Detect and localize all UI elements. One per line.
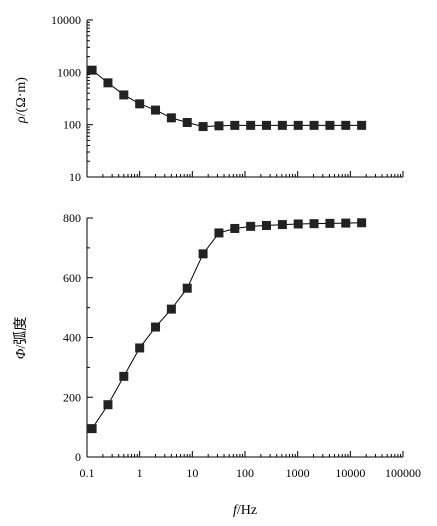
bottom-data-point bbox=[341, 218, 351, 228]
bottom-data-point bbox=[87, 424, 97, 434]
top-data-point bbox=[135, 99, 145, 109]
bottom-data-point bbox=[103, 400, 113, 410]
top-data-point bbox=[246, 120, 256, 130]
top-ylabel: ρ/(Ω·m) bbox=[14, 77, 29, 124]
top-y-tick-label: 10 bbox=[69, 170, 81, 184]
top-data-point bbox=[262, 120, 272, 130]
bottom-xlabel: f/Hz bbox=[233, 503, 257, 518]
bottom-x-tick-label: 10000 bbox=[335, 466, 365, 480]
top-data-point bbox=[357, 120, 367, 130]
bottom-data-point bbox=[325, 218, 335, 228]
top-data-point bbox=[151, 105, 161, 115]
bottom-y-tick-label: 600 bbox=[63, 271, 81, 285]
top-data-point bbox=[214, 121, 224, 131]
top-data-point bbox=[119, 90, 129, 100]
bottom-y-tick-label: 400 bbox=[63, 331, 81, 345]
bottom-data-point bbox=[309, 219, 319, 229]
bottom-data-point bbox=[293, 219, 303, 229]
bottom-y-tick-label: 200 bbox=[63, 390, 81, 404]
bottom-x-tick-label: 100 bbox=[236, 466, 254, 480]
bottom-x-tick-label: 10 bbox=[186, 466, 198, 480]
top-data-point bbox=[325, 120, 335, 130]
bottom-data-point bbox=[119, 371, 129, 381]
top-data-point bbox=[277, 120, 287, 130]
top-series-line bbox=[91, 69, 362, 128]
bottom-data-point bbox=[198, 249, 208, 259]
bottom-data-point bbox=[182, 283, 192, 293]
top-data-point bbox=[341, 120, 351, 130]
top-data-point bbox=[198, 122, 208, 132]
top-y-tick-label: 1000 bbox=[57, 65, 81, 79]
bottom-x-tick-label: 100000 bbox=[385, 466, 421, 480]
bottom-x-tick-label: 0.1 bbox=[80, 466, 95, 480]
top-data-point bbox=[230, 120, 240, 130]
bottom-x-tick-label: 1000 bbox=[286, 466, 310, 480]
bottom-data-point bbox=[135, 343, 145, 353]
bottom-data-point bbox=[230, 223, 240, 233]
top-data-point bbox=[309, 120, 319, 130]
resistivity-panel: 10 100 1000 10000 bbox=[51, 13, 404, 184]
bottom-data-point bbox=[151, 322, 161, 332]
phase-panel: 0 200 400 600 800 0.1 1 10 100 1000 10000 100000 bbox=[63, 211, 421, 480]
bottom-data-point bbox=[214, 228, 224, 238]
top-y-tick-label: 100 bbox=[63, 118, 81, 132]
bottom-series-line bbox=[91, 222, 362, 429]
top-y-tick-label: 10000 bbox=[51, 13, 81, 27]
bottom-y-tick-label: 800 bbox=[63, 211, 81, 225]
top-data-point bbox=[166, 113, 176, 123]
bottom-y-tick-label: 0 bbox=[75, 450, 81, 464]
bottom-ylabel: Φ/弧度 bbox=[13, 317, 29, 360]
bottom-data-point bbox=[277, 220, 287, 230]
top-data-point bbox=[293, 120, 303, 130]
top-data-point bbox=[182, 118, 192, 128]
bottom-data-point bbox=[357, 218, 367, 228]
top-data-point bbox=[103, 78, 113, 88]
bottom-data-point bbox=[246, 221, 256, 231]
bottom-x-tick-label: 1 bbox=[137, 466, 143, 480]
bottom-data-point bbox=[166, 304, 176, 314]
bottom-data-point bbox=[262, 220, 272, 230]
top-data-point bbox=[87, 65, 97, 75]
